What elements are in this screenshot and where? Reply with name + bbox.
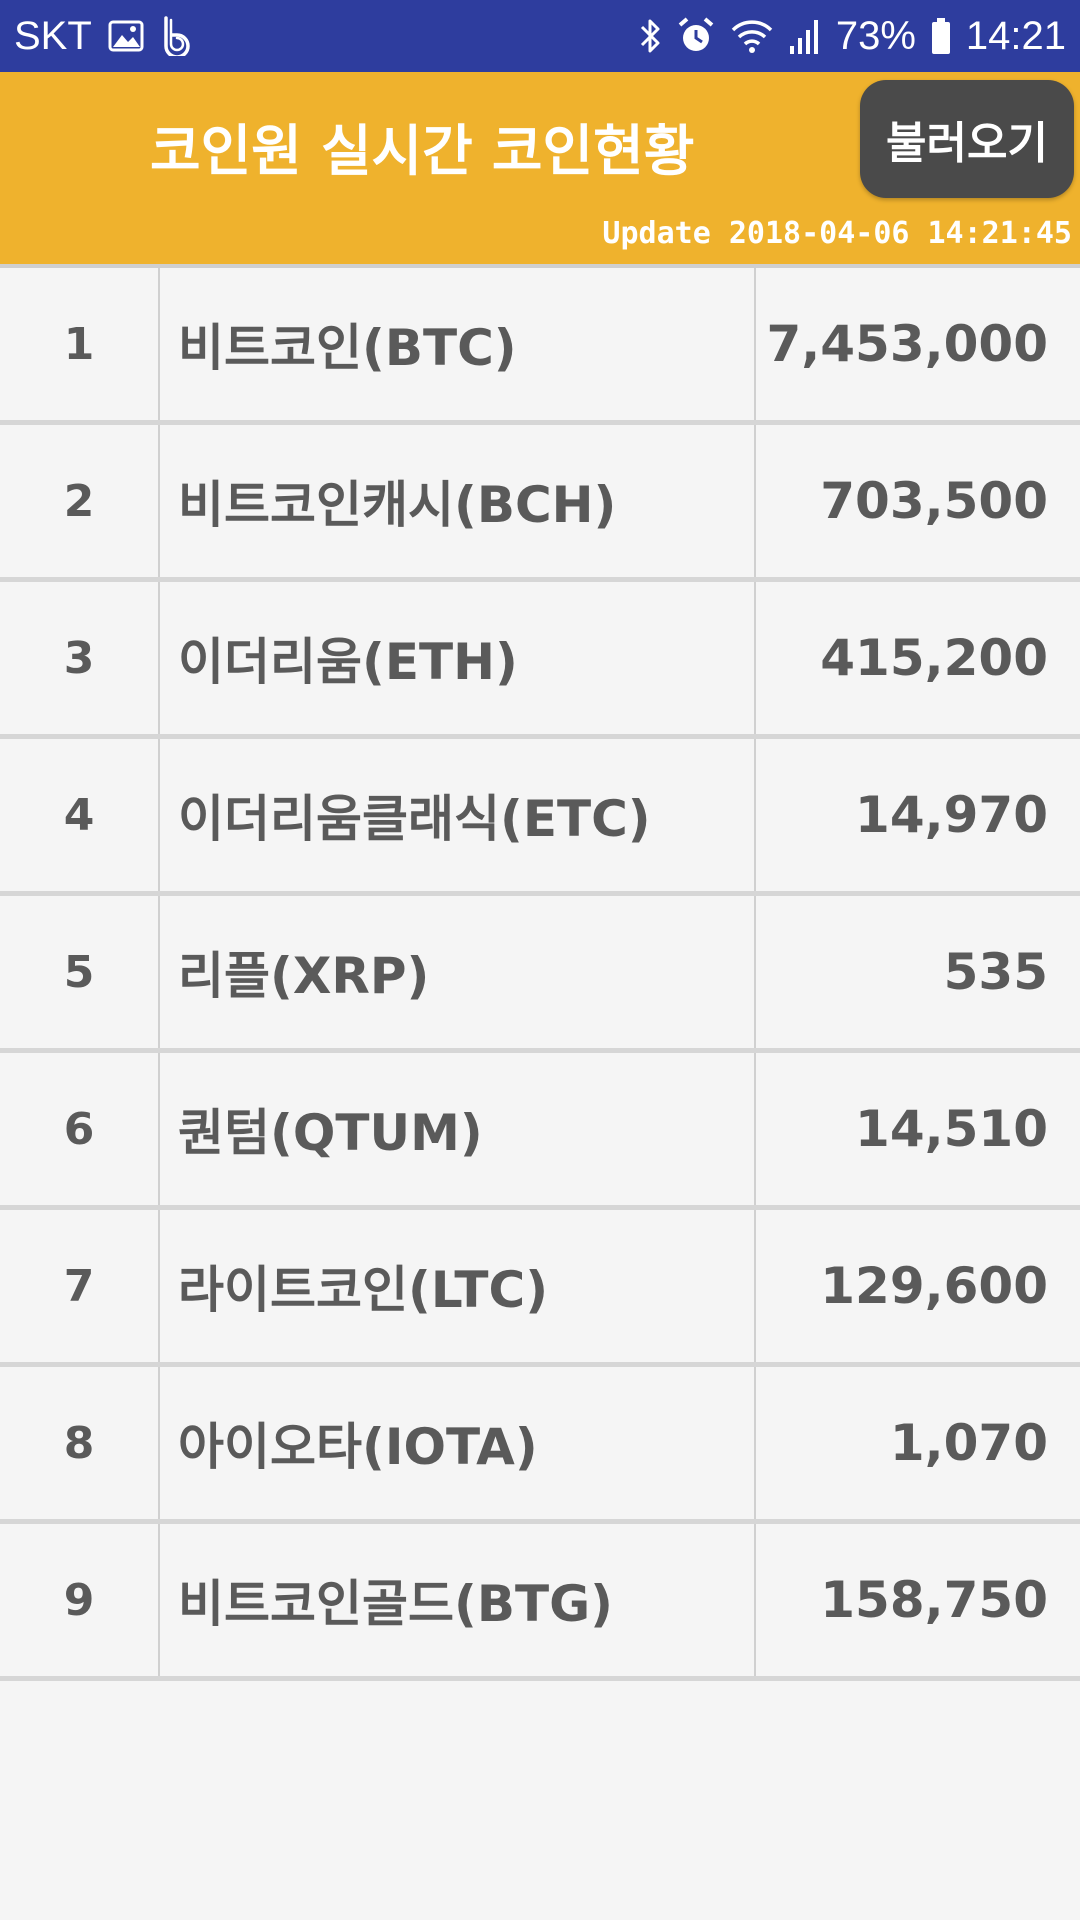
table-row[interactable]: 3 이더리움(ETH) 415,200 bbox=[0, 582, 1080, 739]
battery-icon bbox=[930, 16, 952, 56]
coin-name-cell: 아이오타(IOTA) bbox=[160, 1367, 756, 1519]
table-row[interactable]: 6 퀀텀(QTUM) 14,510 bbox=[0, 1053, 1080, 1210]
table-row[interactable]: 8 아이오타(IOTA) 1,070 bbox=[0, 1367, 1080, 1524]
price-cell: 7,453,000 bbox=[766, 315, 1048, 373]
coin-name-cell: 리플(XRP) bbox=[160, 896, 756, 1048]
table-row[interactable]: 1 비트코인(BTC) 7,453,000 bbox=[0, 268, 1080, 425]
coin-name-cell: 비트코인캐시(BCH) bbox=[160, 425, 756, 577]
table-row[interactable]: 7 라이트코인(LTC) 129,600 bbox=[0, 1210, 1080, 1367]
rank-cell: 6 bbox=[0, 1053, 160, 1205]
coin-name-cell: 퀀텀(QTUM) bbox=[160, 1053, 756, 1205]
status-bar: SKT bbox=[0, 0, 1080, 72]
rank-cell: 7 bbox=[0, 1210, 160, 1362]
coin-name-cell: 이더리움클래식(ETC) bbox=[160, 739, 756, 891]
app-header: 코인원 실시간 코인현황 불러오기 Update 2018-04-06 14:2… bbox=[0, 72, 1080, 264]
rank-cell: 1 bbox=[0, 268, 160, 420]
price-cell: 14,970 bbox=[855, 786, 1048, 844]
page-title: 코인원 실시간 코인현황 bbox=[150, 119, 695, 183]
price-cell: 1,070 bbox=[889, 1414, 1048, 1472]
update-timestamp: Update 2018-04-06 14:21:45 bbox=[602, 216, 1072, 251]
rank-cell: 3 bbox=[0, 582, 160, 734]
clock: 14:21 bbox=[965, 13, 1066, 58]
bluetooth-icon bbox=[638, 16, 662, 56]
coin-name-cell: 비트코인골드(BTG) bbox=[160, 1524, 756, 1676]
price-cell: 703,500 bbox=[820, 472, 1048, 530]
rank-cell: 8 bbox=[0, 1367, 160, 1519]
coin-name-cell: 비트코인(BTC) bbox=[160, 268, 756, 420]
price-cell: 129,600 bbox=[820, 1257, 1048, 1315]
rank-cell: 2 bbox=[0, 425, 160, 577]
coin-name-cell: 이더리움(ETH) bbox=[160, 582, 756, 734]
price-cell: 535 bbox=[943, 943, 1048, 1001]
price-cell: 158,750 bbox=[820, 1571, 1048, 1629]
wifi-icon bbox=[730, 16, 774, 56]
rank-cell: 9 bbox=[0, 1524, 160, 1676]
rank-cell: 5 bbox=[0, 896, 160, 1048]
carrier-label: SKT bbox=[14, 13, 92, 58]
price-cell: 415,200 bbox=[820, 629, 1048, 687]
b-app-icon bbox=[160, 16, 194, 56]
table-row[interactable]: 9 비트코인골드(BTG) 158,750 bbox=[0, 1524, 1080, 1681]
table-row[interactable]: 4 이더리움클래식(ETC) 14,970 bbox=[0, 739, 1080, 896]
rank-cell: 4 bbox=[0, 739, 160, 891]
table-row[interactable]: 5 리플(XRP) 535 bbox=[0, 896, 1080, 1053]
price-cell: 14,510 bbox=[855, 1100, 1048, 1158]
coin-name-cell: 라이트코인(LTC) bbox=[160, 1210, 756, 1362]
load-button[interactable]: 불러오기 bbox=[860, 80, 1074, 198]
coin-table[interactable]: 1 비트코인(BTC) 7,453,000 2 비트코인캐시(BCH) 703,… bbox=[0, 268, 1080, 1681]
header-divider bbox=[0, 264, 1080, 268]
image-icon bbox=[108, 20, 144, 52]
alarm-icon bbox=[676, 16, 716, 56]
battery-percent: 73% bbox=[835, 13, 916, 58]
signal-icon bbox=[788, 16, 822, 56]
table-row[interactable]: 2 비트코인캐시(BCH) 703,500 bbox=[0, 425, 1080, 582]
